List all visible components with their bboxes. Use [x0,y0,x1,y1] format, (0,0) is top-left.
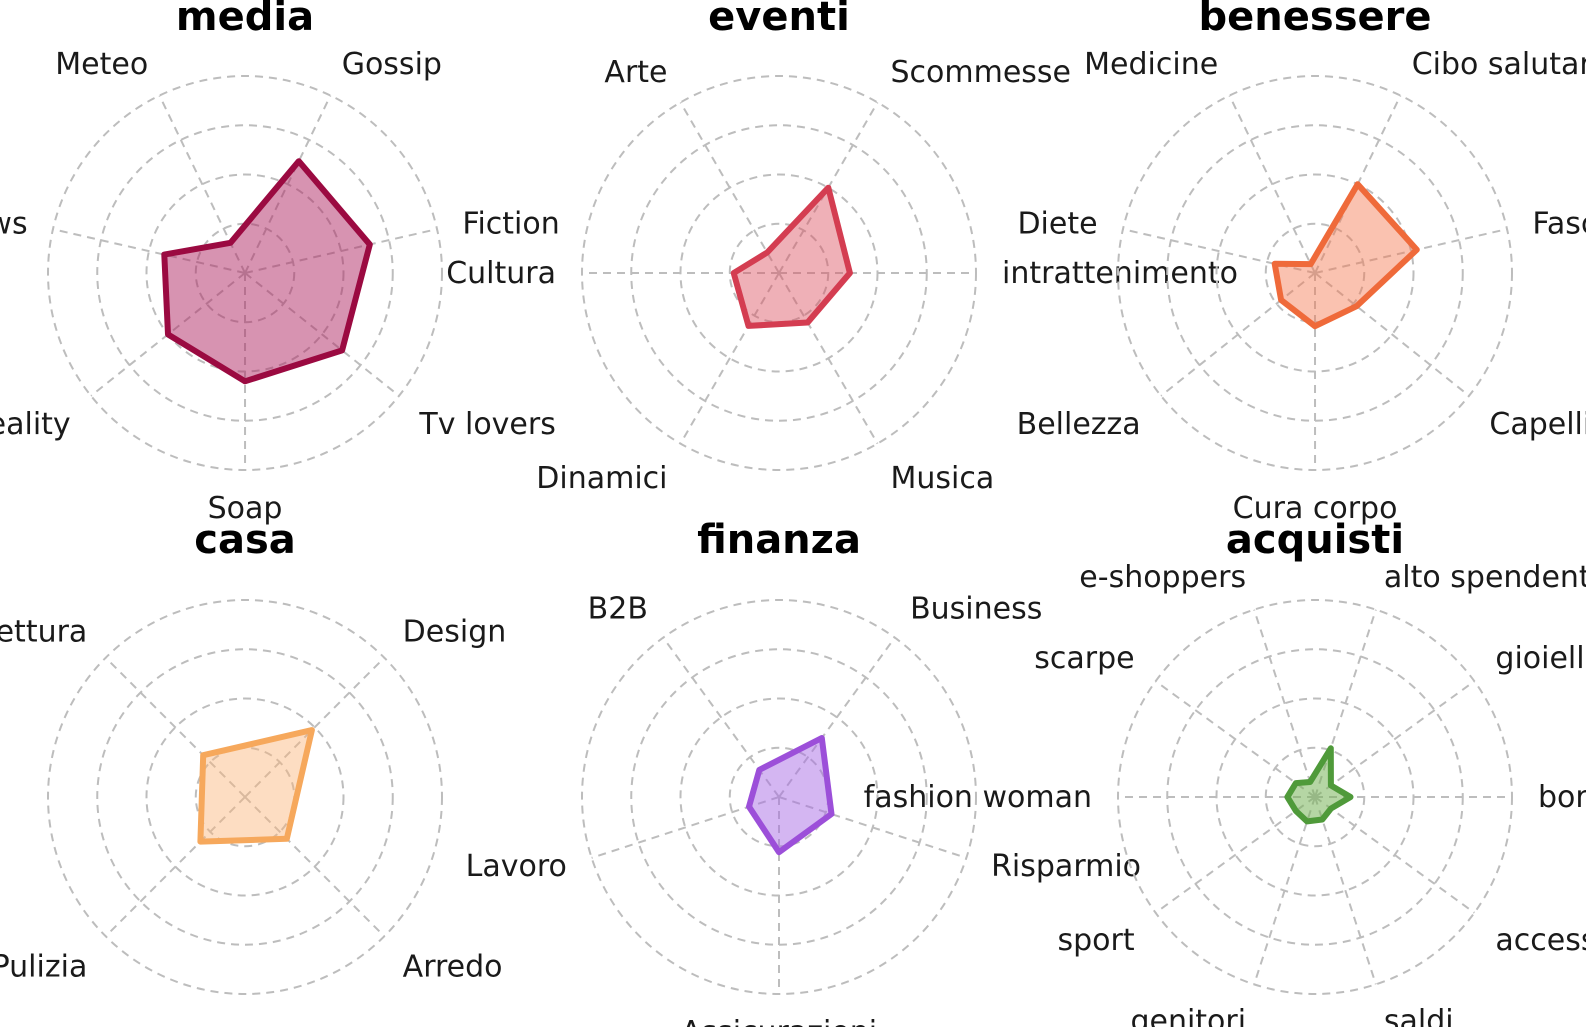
axis-label-meteo: Meteo [55,47,148,82]
grid-spoke [104,796,246,938]
axis-label-architettura: Architettura [0,614,87,649]
axis-label-dinamici: Dinamici [536,461,667,496]
axis-label-gossip: Gossip [342,47,442,82]
grid-spoke [104,656,246,798]
radar-chart-media: media Gossip Fiction Tv lovers Soap Reality Ne… [0,0,560,526]
grid-spoke [1314,796,1475,914]
radar-chart-casa: casa Design Arredo Pulizia Architettura [0,517,507,995]
axis-label-sport: sport [1057,923,1134,958]
axis-label-saldi: saldi [1384,1004,1454,1027]
grid-spoke [1314,796,1377,985]
chart-title: casa [194,517,296,563]
series-polygon [1284,745,1354,825]
radar-chart-eventi: eventi Scommesse intrattenimento Musica Dina… [446,0,1238,496]
grid-spoke [679,272,780,445]
axis-label-arredo: Arredo [403,950,503,985]
axis-label-assicurazioni: Assicurazioni [681,1015,877,1027]
series-polygon [746,735,835,856]
grid-ring [145,697,345,897]
chart-title: acquisti [1226,517,1404,563]
grid-spoke [244,656,386,798]
radar-chart-benessere: benessere Cibo salutare Fascino Capelli Cura… [1017,0,1586,526]
chart-title: finanza [697,517,861,563]
series-polygon [161,158,373,385]
axis-label-cultura: Cultura [446,256,556,291]
grid-spoke [778,272,879,445]
chart-title: benessere [1199,0,1432,40]
grid-ring [96,648,394,946]
grid-spoke [1160,272,1316,397]
axis-label-scarpe: scarpe [1034,641,1134,676]
grid-spoke [1253,609,1316,798]
axis-label-lavoro: Lavoro [466,849,567,884]
axis-label-musica: Musica [891,461,995,496]
axis-label-accessori: accessori [1495,923,1586,958]
axis-label-news: News [0,206,28,241]
axis-label-genitori: genitori [1130,1004,1246,1027]
axis-label-risparmio: Risparmio [991,849,1141,884]
axis-label-alto-spendenti: alto spendenti [1384,560,1586,595]
radar-chart-finanza: finanza Business Risparmio Assicurazioni Lav… [466,517,1141,1027]
grid-spoke [679,101,780,274]
axis-label-bellezza: Bellezza [1017,407,1141,442]
chart-title: media [176,0,314,40]
grid-spoke [1314,272,1470,397]
grid-ring [47,599,443,995]
axis-label-design: Design [403,614,507,649]
axis-label-soap: Soap [208,491,283,526]
axis-label-pulizia: Pulizia [0,950,87,985]
axis-label-intrattenimento: intrattenimento [1002,256,1238,291]
axis-label-fiction: Fiction [462,206,559,241]
axis-label-borse: borse [1538,780,1586,815]
axis-label-e-shoppers: e-shoppers [1079,560,1246,595]
axis-label-reality: Reality [0,407,71,442]
axis-label-fascino: Fascino [1532,206,1586,241]
chart-title: eventi [708,0,850,40]
grid-spoke [244,796,386,938]
axis-label-business: Business [910,592,1042,627]
axis-label-capelli: Capelli [1489,407,1586,442]
axis-label-b2b: B2B [588,592,648,627]
axis-label-cibo-salutare: Cibo salutare [1412,47,1586,82]
axis-label-fashion-woman: fashion woman [864,780,1092,815]
grid-spoke [1155,796,1316,914]
grid-spoke [1228,95,1316,274]
series-polygon [197,727,315,845]
axis-label-arte: Arte [604,55,667,90]
axis-label-tv-lovers: Tv lovers [418,407,555,442]
series-polygon [730,184,853,329]
grid-spoke [1155,680,1316,798]
axis-label-gioielli: gioielli [1495,641,1586,676]
axis-label-scommesse: Scommesse [891,55,1072,90]
series-polygon [1271,181,1420,330]
axis-label-medicine: Medicine [1084,47,1218,82]
grid-spoke [1314,680,1475,798]
axis-label-cura-corpo: Cura corpo [1233,491,1398,526]
axis-label-diete: Diete [1017,206,1097,241]
grid-spoke [1253,796,1316,985]
